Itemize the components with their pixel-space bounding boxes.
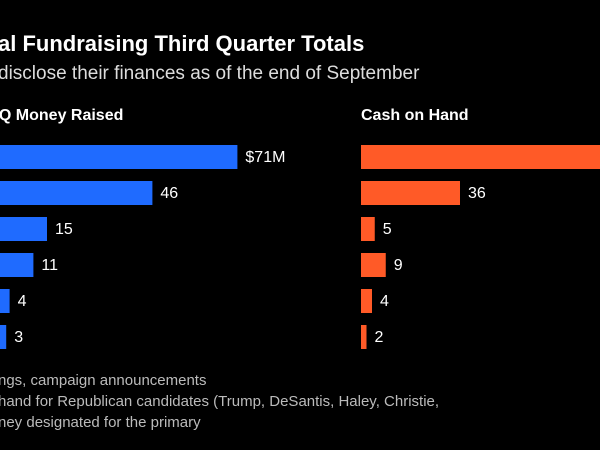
bar: [361, 253, 386, 277]
bar: [361, 325, 367, 349]
value-label: 11: [41, 257, 58, 274]
chart-subtitle: disclose their finances as of the end of…: [0, 63, 420, 84]
bar: [361, 181, 460, 205]
value-label: 3: [14, 329, 23, 346]
panel-title: Cash on Hand: [361, 107, 469, 124]
bar: [361, 289, 372, 313]
value-label: 46: [160, 185, 178, 202]
value-label: 4: [18, 293, 27, 310]
value-label: $71M: [245, 149, 285, 166]
bar: [361, 217, 375, 241]
value-label: 5: [383, 221, 392, 238]
value-label: 2: [375, 329, 384, 346]
bar: [0, 217, 47, 241]
chart-title: al Fundraising Third Quarter Totals: [0, 31, 364, 56]
footnote: hand for Republican candidates (Trump, D…: [0, 393, 439, 410]
bar: [0, 289, 10, 313]
panel-title: 3Q Money Raised: [0, 107, 123, 124]
footnote: ngs, campaign announcements: [0, 372, 206, 389]
footnote: ney designated for the primary: [0, 414, 201, 431]
value-label: 9: [394, 257, 403, 274]
bar: [0, 325, 7, 349]
bar: [361, 145, 600, 169]
value-label: 15: [55, 221, 73, 238]
bar: [0, 181, 153, 205]
bar: [0, 145, 238, 169]
bar: [0, 253, 34, 277]
value-label: 4: [380, 293, 389, 310]
value-label: 36: [468, 185, 486, 202]
